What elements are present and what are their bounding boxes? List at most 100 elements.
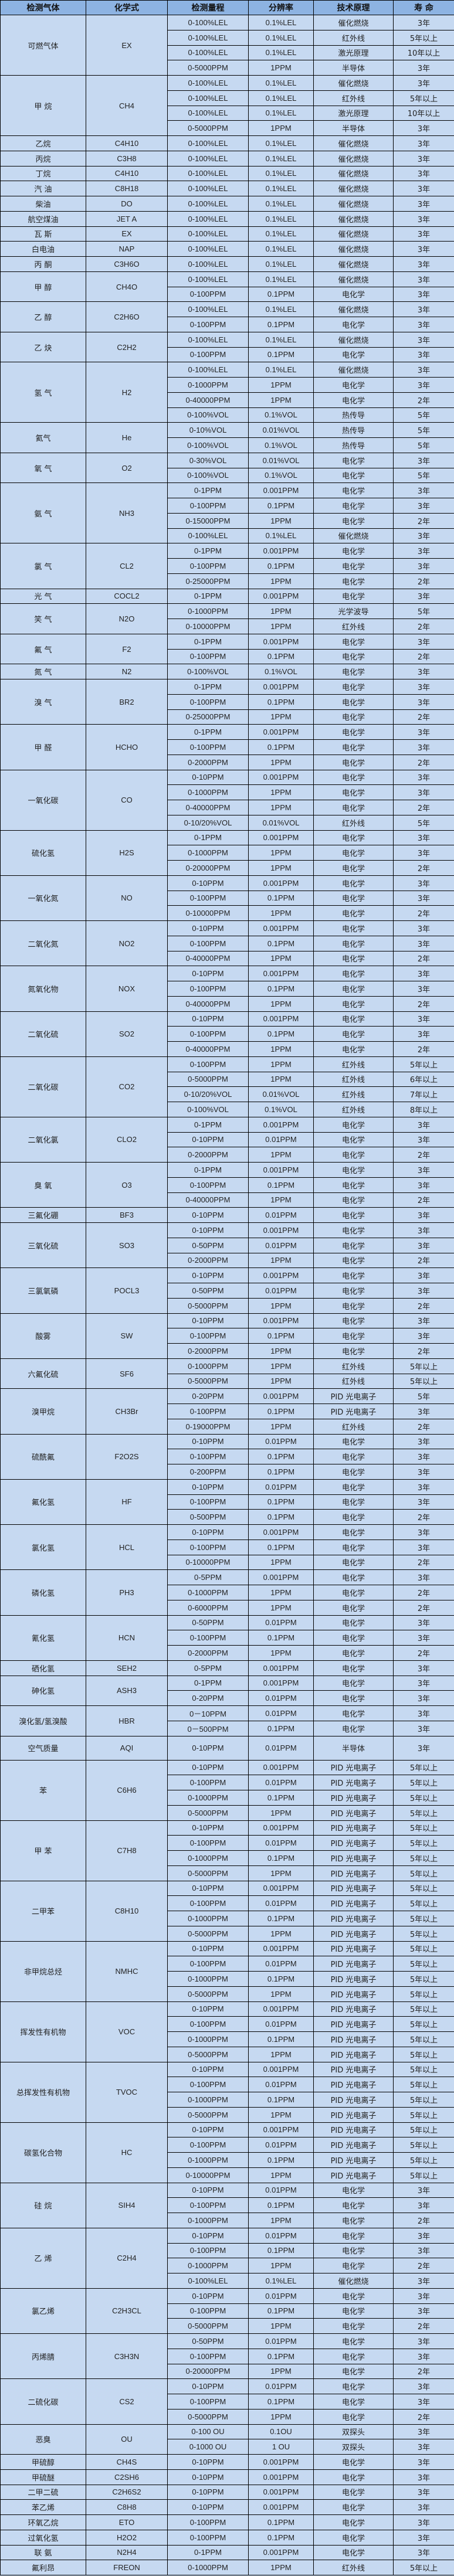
lifespan-cell: 2年 — [393, 950, 454, 967]
lifespan-cell: 3年 — [393, 2242, 454, 2259]
table-row: 0-100PPM 0.1PPM 电化学 3年 — [1, 739, 454, 755]
principle-cell: 电化学 — [313, 648, 394, 665]
formula-cell: SIH4 — [86, 2182, 168, 2228]
gas-name-cell: 丙烯腈 — [0, 2333, 86, 2380]
principle-cell: 催化燃烧 — [313, 271, 394, 287]
gas-name-cell: 三氧化硫 — [0, 1222, 86, 1269]
range-cell: 0-100PPM — [167, 2197, 249, 2213]
gas-name-cell: 光 气 — [0, 588, 86, 604]
principle-cell: PID 光电离子 — [313, 2137, 394, 2153]
range-cell: 0-40000PPM — [167, 1192, 249, 1208]
resolution-cell: 1PPM — [248, 120, 314, 136]
range-cell: 0-10PPM — [167, 1313, 249, 1329]
range-cell: 0-10000PPM — [167, 905, 249, 921]
lifespan-cell: 3年 — [393, 1690, 454, 1706]
table-row: 三氧化硫 SO3 0-10PPM 0.001PPM 电化学 3年 — [0, 1222, 454, 1269]
lifespan-cell: 3年 — [393, 1539, 454, 1555]
header-principle: 技术原理 — [313, 0, 394, 15]
table-row: 0-20PPM 0.01PPM 电化学 3年 — [1, 1690, 454, 1706]
gas-name-cell: 可燃气体 — [0, 15, 86, 76]
principle-cell: 催化燃烧 — [313, 241, 394, 257]
range-cell: 0-100%LEL — [167, 135, 249, 151]
resolution-cell: 0.1PPM — [248, 346, 314, 363]
resolution-cell: 0.1PPM — [248, 2394, 314, 2410]
range-cell: 0-5000PPM — [167, 120, 249, 136]
range-cell: 0-10PPM — [167, 1759, 249, 1776]
principle-cell: 光学波导 — [313, 603, 394, 619]
gas-name-cell: 二氧化碳 — [0, 1056, 86, 1117]
lifespan-cell: 2年 — [393, 860, 454, 876]
table-row: 二硫化碳 CS2 0-10PPM 0.01PPM 电化学 3年 — [0, 2378, 454, 2425]
lifespan-cell: 3年 — [393, 2469, 454, 2485]
range-cell: 0－500PPM — [167, 1720, 249, 1736]
principle-cell: 催化燃烧 — [313, 301, 394, 317]
table-row: 0-40000PPM 1PPM 电化学 2年 — [1, 1192, 454, 1208]
lifespan-cell: 3年 — [393, 226, 454, 242]
resolution-cell: 0.01PPM — [248, 1735, 314, 1761]
principle-cell: 电化学 — [313, 1147, 394, 1163]
lifespan-cell: 3年 — [393, 966, 454, 981]
lifespan-cell: 2年 — [393, 1343, 454, 1359]
gas-name-cell: 苯乙烯 — [0, 2499, 86, 2515]
principle-cell: PID 光电离子 — [313, 1865, 394, 1881]
table-row: 航空煤油 JET A 0-100%LEL 0.1%LEL 催化燃烧 3年 — [0, 210, 454, 227]
table-row: 0-5000PPM 1PPM PID 光电离子 5年以上 — [1, 2106, 454, 2123]
range-cell: 0-100%VOL — [167, 467, 249, 484]
gas-name-cell: 甲硫醚 — [0, 2469, 86, 2485]
formula-cell: BF3 — [86, 1207, 168, 1223]
lifespan-cell: 3年 — [393, 120, 454, 136]
principle-cell: 电化学 — [313, 2363, 394, 2380]
resolution-cell: 1PPM — [248, 1865, 314, 1881]
formula-cell: SW — [86, 1313, 168, 1359]
table-row: 可燃气体 EX 0-100%LEL 0.1%LEL 催化燃烧 3年 — [0, 15, 454, 76]
principle-cell: PID 光电离子 — [313, 2031, 394, 2047]
principle-cell: 电化学 — [313, 2408, 394, 2425]
principle-cell: 电化学 — [313, 2454, 394, 2470]
resolution-cell: 0.001PPM — [248, 1820, 314, 1836]
lifespan-cell: 2年 — [393, 1509, 454, 1525]
gas-name-cell: 一氧化氮 — [0, 875, 86, 922]
table-row: 瓦 斯 EX 0-100%LEL 0.1%LEL 催化燃烧 3年 — [0, 226, 454, 242]
principle-cell: 电化学 — [313, 467, 394, 484]
lifespan-cell: 3年 — [393, 2333, 454, 2349]
lifespan-cell: 3年 — [393, 935, 454, 951]
lifespan-cell: 7年以上 — [393, 1086, 454, 1102]
gas-name-cell: 砷化氢 — [0, 1675, 86, 1706]
range-cell: 0-100PPM — [167, 1056, 249, 1072]
range-cell: 0-100PPM — [167, 739, 249, 755]
principle-cell: 电化学 — [313, 2348, 394, 2364]
table-row: 0-100PPM 0.1PPM 电化学 3年 — [1, 346, 454, 363]
range-cell: 0-10PPM — [167, 1433, 249, 1450]
lifespan-cell: 5年以上 — [393, 2046, 454, 2062]
lifespan-cell: 3年 — [393, 482, 454, 498]
resolution-cell: 1PPM — [248, 950, 314, 967]
formula-cell: JET A — [86, 210, 168, 227]
table-row: 0-100PPM 0.1PPM 电化学 3年 — [1, 1630, 454, 1646]
range-cell: 0-100%LEL — [167, 2273, 249, 2289]
formula-cell: N2 — [86, 664, 168, 679]
resolution-cell: 0.1PPM — [248, 981, 314, 997]
table-row: 0-40000PPM 1PPM 电化学 2年 — [1, 995, 454, 1012]
resolution-cell: 0.01PPM — [248, 2288, 314, 2304]
resolution-cell: 0.1PPM — [248, 2197, 314, 2213]
resolution-cell: 0.001PPM — [248, 830, 314, 846]
range-cell: 0-1PPM — [167, 1162, 249, 1178]
range-cell: 0-100%VOL — [167, 1102, 249, 1117]
resolution-cell: 0.1PPM — [248, 935, 314, 951]
principle-cell: 电化学 — [313, 543, 394, 559]
gas-name-cell: 硫化氢 — [0, 830, 86, 876]
resolution-cell: 0.1PPM — [248, 1720, 314, 1736]
table-row: 0-100%VOL 0.1%VOL 热传导 5年 — [1, 437, 454, 453]
resolution-cell: 0.1OU — [248, 2424, 314, 2440]
principle-cell: 电化学 — [313, 346, 394, 363]
table-row: 甲 苯 C7H8 0-10PPM 0.001PPM PID 光电离子 5年以上 — [0, 1820, 454, 1881]
lifespan-cell: 5年以上 — [393, 2061, 454, 2078]
resolution-cell: 1PPM — [248, 2167, 314, 2183]
gas-name-cell: 联 氨 — [0, 2544, 86, 2561]
table-row: 0-6000PPM 1PPM 电化学 2年 — [1, 1599, 454, 1616]
lifespan-cell: 2年 — [393, 1147, 454, 1163]
range-cell: 0-100PPM — [167, 1494, 249, 1510]
formula-cell: HC — [86, 2122, 168, 2183]
table-row: 0-1000 OU 1 OU 双探头 3年 — [1, 2439, 454, 2455]
resolution-cell: 0.01PPM — [248, 1131, 314, 1148]
